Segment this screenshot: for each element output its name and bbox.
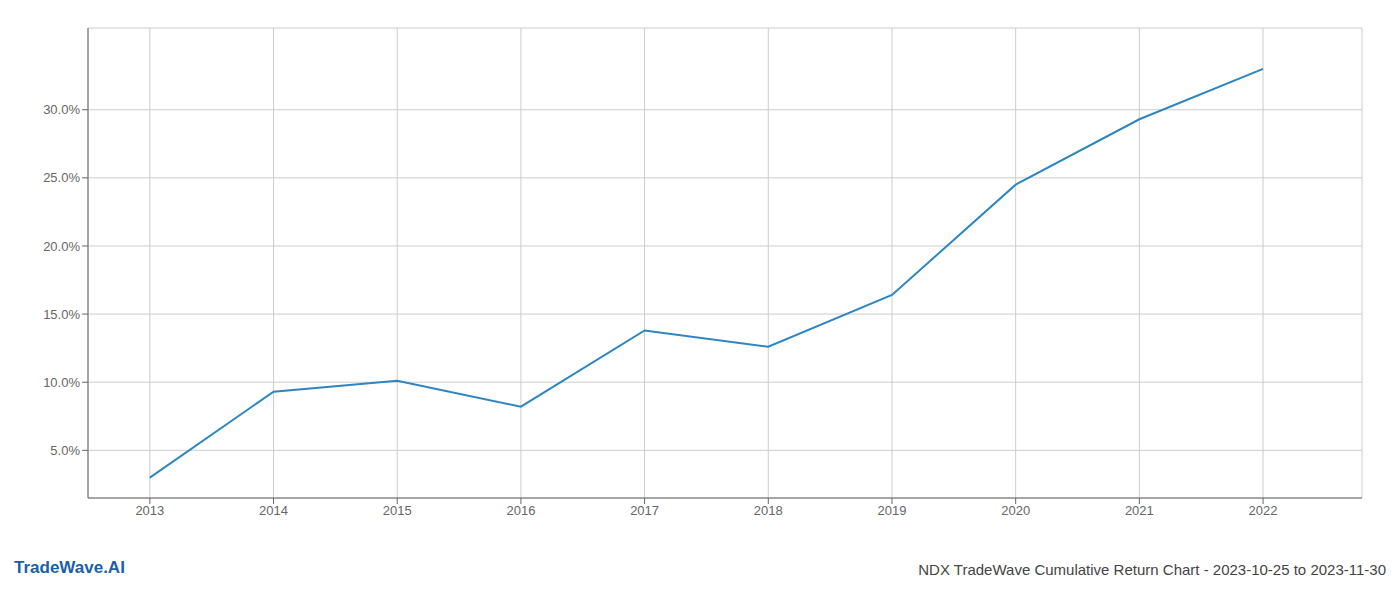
svg-text:2017: 2017 — [630, 503, 659, 518]
svg-text:2013: 2013 — [135, 503, 164, 518]
svg-text:2021: 2021 — [1125, 503, 1154, 518]
svg-text:2020: 2020 — [1001, 503, 1030, 518]
svg-text:30.0%: 30.0% — [43, 102, 80, 117]
svg-text:10.0%: 10.0% — [43, 375, 80, 390]
html-text:TradeWave.AI: TradeWave.AI — [14, 558, 125, 577]
svg-text:2019: 2019 — [878, 503, 907, 518]
svg-text:2014: 2014 — [259, 503, 288, 518]
html-text:NDX TradeWave Cumulative Retur: NDX TradeWave Cumulative Return Chart - … — [918, 561, 1386, 578]
svg-text:25.0%: 25.0% — [43, 170, 80, 185]
svg-text:2015: 2015 — [383, 503, 412, 518]
svg-text:15.0%: 15.0% — [43, 307, 80, 322]
svg-text:20.0%: 20.0% — [43, 239, 80, 254]
svg-text:5.0%: 5.0% — [50, 443, 80, 458]
svg-text:2016: 2016 — [506, 503, 535, 518]
svg-text:2018: 2018 — [754, 503, 783, 518]
svg-text:2022: 2022 — [1249, 503, 1278, 518]
